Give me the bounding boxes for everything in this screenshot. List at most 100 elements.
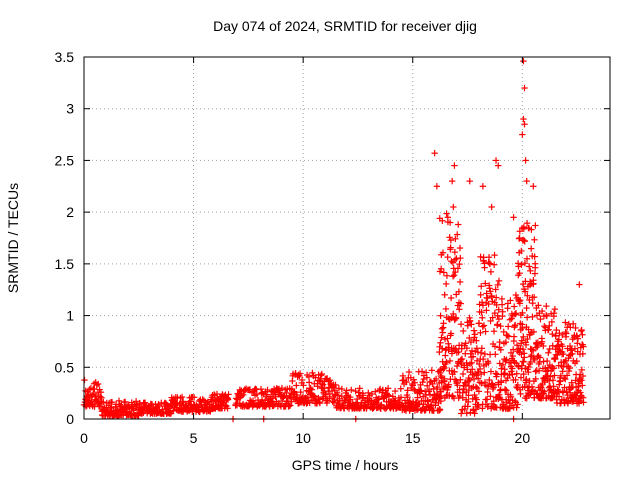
data-point [438, 345, 446, 352]
data-point [399, 372, 407, 380]
data-point [417, 387, 425, 394]
data-point [518, 337, 526, 344]
data-point [335, 385, 343, 392]
data-point [476, 360, 483, 368]
data-point [502, 357, 509, 364]
data-point [549, 330, 556, 338]
data-point [562, 319, 569, 326]
data-point [414, 394, 421, 401]
data-point [500, 328, 507, 336]
data-point [441, 364, 448, 372]
data-point [483, 396, 491, 403]
data-point [455, 221, 462, 228]
data-point [510, 214, 517, 221]
data-point [559, 331, 566, 339]
y-tick-label: 0 [66, 411, 74, 427]
data-layer [80, 57, 587, 423]
data-point [485, 359, 492, 367]
data-point [121, 398, 129, 406]
data-point [428, 367, 436, 374]
data-point [473, 357, 481, 365]
data-point [509, 371, 516, 378]
data-point [455, 348, 462, 356]
data-point [468, 359, 475, 367]
data-point [567, 389, 574, 396]
data-point [497, 322, 504, 330]
data-point [524, 292, 531, 299]
data-point [384, 391, 391, 398]
data-point [478, 380, 485, 387]
data-point [516, 269, 523, 277]
data-point [579, 382, 586, 389]
data-point [509, 365, 516, 372]
data-point [469, 353, 477, 360]
x-tick-label: 10 [295, 430, 311, 446]
data-point [493, 301, 500, 309]
data-point [397, 403, 404, 410]
data-point [496, 338, 503, 346]
data-point [518, 261, 525, 268]
data-point [404, 394, 411, 401]
data-point [551, 305, 559, 313]
data-point [488, 293, 495, 301]
data-point [136, 400, 144, 408]
data-point [485, 254, 493, 261]
data-point [546, 322, 553, 329]
data-point [372, 388, 379, 395]
data-point [486, 285, 493, 292]
data-point [532, 222, 539, 229]
data-point [93, 381, 100, 389]
data-point [521, 121, 528, 128]
data-point [108, 398, 116, 406]
data-point [472, 383, 480, 391]
data-point [487, 393, 494, 400]
data-point [450, 203, 457, 211]
data-point [475, 388, 483, 395]
data-point [520, 333, 527, 341]
data-point [308, 386, 316, 393]
data-point [481, 369, 488, 376]
data-point [213, 390, 221, 398]
data-point [523, 304, 530, 312]
data-point [296, 370, 304, 377]
data-point [535, 367, 543, 374]
data-point [507, 349, 515, 357]
data-point [565, 367, 573, 375]
data-point [420, 401, 427, 408]
data-point [431, 149, 438, 157]
plot-frame [83, 56, 611, 420]
data-point [446, 219, 454, 226]
data-point [488, 203, 495, 211]
data-point [517, 374, 525, 381]
data-point [397, 394, 405, 401]
data-point [240, 391, 247, 398]
data-point [525, 363, 532, 371]
y-tick-label: 1.5 [55, 256, 75, 272]
data-point [451, 256, 459, 263]
data-point [578, 326, 585, 334]
data-point [437, 339, 444, 346]
data-point [494, 281, 501, 289]
data-point [490, 397, 497, 405]
data-point [487, 317, 494, 325]
data-point [579, 350, 587, 358]
data-point [286, 402, 294, 409]
x-tick-label: 0 [80, 430, 88, 446]
data-point [519, 324, 526, 332]
data-point [389, 393, 396, 400]
data-point [404, 387, 411, 394]
data-point [492, 351, 499, 358]
data-point [332, 381, 339, 389]
data-point [452, 268, 459, 276]
data-point [462, 381, 470, 389]
data-point [507, 297, 514, 304]
data-point [483, 307, 490, 314]
data-point [513, 370, 520, 377]
data-point [542, 312, 550, 319]
data-point [532, 375, 539, 383]
data-point [549, 377, 557, 384]
data-point [487, 268, 495, 276]
data-point [397, 385, 404, 392]
data-point [503, 387, 510, 394]
